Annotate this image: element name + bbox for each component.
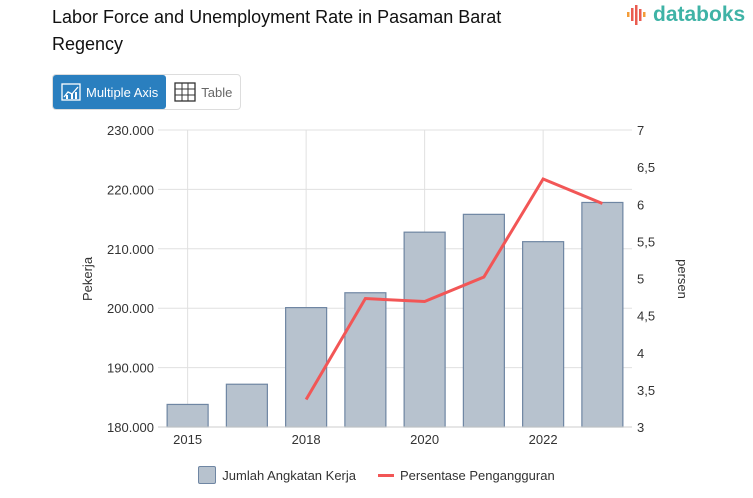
multiple-axis-label: Multiple Axis (86, 84, 159, 100)
table-label: Table (201, 84, 233, 100)
bar-2019[interactable] (344, 292, 387, 428)
legend-label-line: Persentase Pengangguran (400, 467, 555, 483)
legend-swatch-line (378, 473, 394, 477)
y-right-tick: 3 (637, 420, 644, 435)
y-right-tick: 6,5 (637, 160, 655, 175)
y-right-tick: 4 (637, 346, 644, 361)
table-icon (174, 82, 196, 102)
y-right-tick: 5 (637, 272, 644, 287)
legend-swatch-bar (198, 466, 217, 484)
y-left-tick: 190.000 (107, 361, 154, 376)
bar-2022[interactable] (522, 241, 565, 428)
bar-2017[interactable] (225, 383, 268, 428)
y-left-tick: 210.000 (107, 242, 154, 257)
line-series (304, 177, 603, 401)
x-tick: 2020 (410, 432, 439, 447)
x-tick: 2015 (173, 432, 202, 447)
y-left-tick: 220.000 (107, 182, 154, 197)
y-left-tick: 200.000 (107, 301, 154, 316)
y-left-label: Pekerja (80, 256, 95, 301)
y-right-tick: 4,5 (637, 309, 655, 324)
legend-item-bar[interactable]: Jumlah Angkatan Kerja (198, 466, 356, 484)
databoks-logo[interactable]: databoks (626, 3, 745, 27)
legend-item-line[interactable]: Persentase Pengangguran (378, 466, 555, 484)
axes: 180.000 190.000 200.000 210.000 220.000 230.0… (107, 123, 655, 447)
bar-2023[interactable] (581, 201, 624, 428)
y-right-tick: 3,5 (637, 383, 655, 398)
table-button[interactable]: Table (166, 75, 240, 109)
y-right-tick: 7 (637, 123, 644, 138)
bars (166, 201, 624, 428)
logo-text: databoks (653, 3, 746, 26)
y-right-tick: 6 (637, 197, 644, 212)
legend-label-bar: Jumlah Angkatan Kerja (222, 467, 356, 483)
x-tick: 2022 (529, 432, 558, 447)
chart-svg: 180.000 190.000 200.000 210.000 220.000 230.0… (80, 123, 690, 447)
multiple-axis-button[interactable]: Multiple Axis (53, 75, 167, 109)
view-toggle: Multiple Axis Table (52, 74, 242, 110)
logo-bars-icon (627, 5, 646, 25)
y-left-tick: 230.000 (107, 123, 154, 138)
bar-2021[interactable] (462, 213, 505, 428)
y-right-label: persen (675, 259, 690, 299)
x-tick: 2018 (292, 432, 321, 447)
y-left-tick: 180.000 (107, 420, 154, 435)
bar-2015[interactable] (166, 403, 209, 428)
unemployment-line[interactable] (304, 177, 603, 401)
legend: Jumlah Angkatan Kerja Persentase Pengang… (0, 466, 753, 484)
bar-2020[interactable] (403, 231, 446, 428)
bar-2018[interactable] (285, 307, 328, 428)
chart-icon (61, 83, 81, 101)
chart-title: Labor Force and Unemployment Rate in Pas… (52, 7, 502, 54)
y-right-tick: 5,5 (637, 234, 655, 249)
